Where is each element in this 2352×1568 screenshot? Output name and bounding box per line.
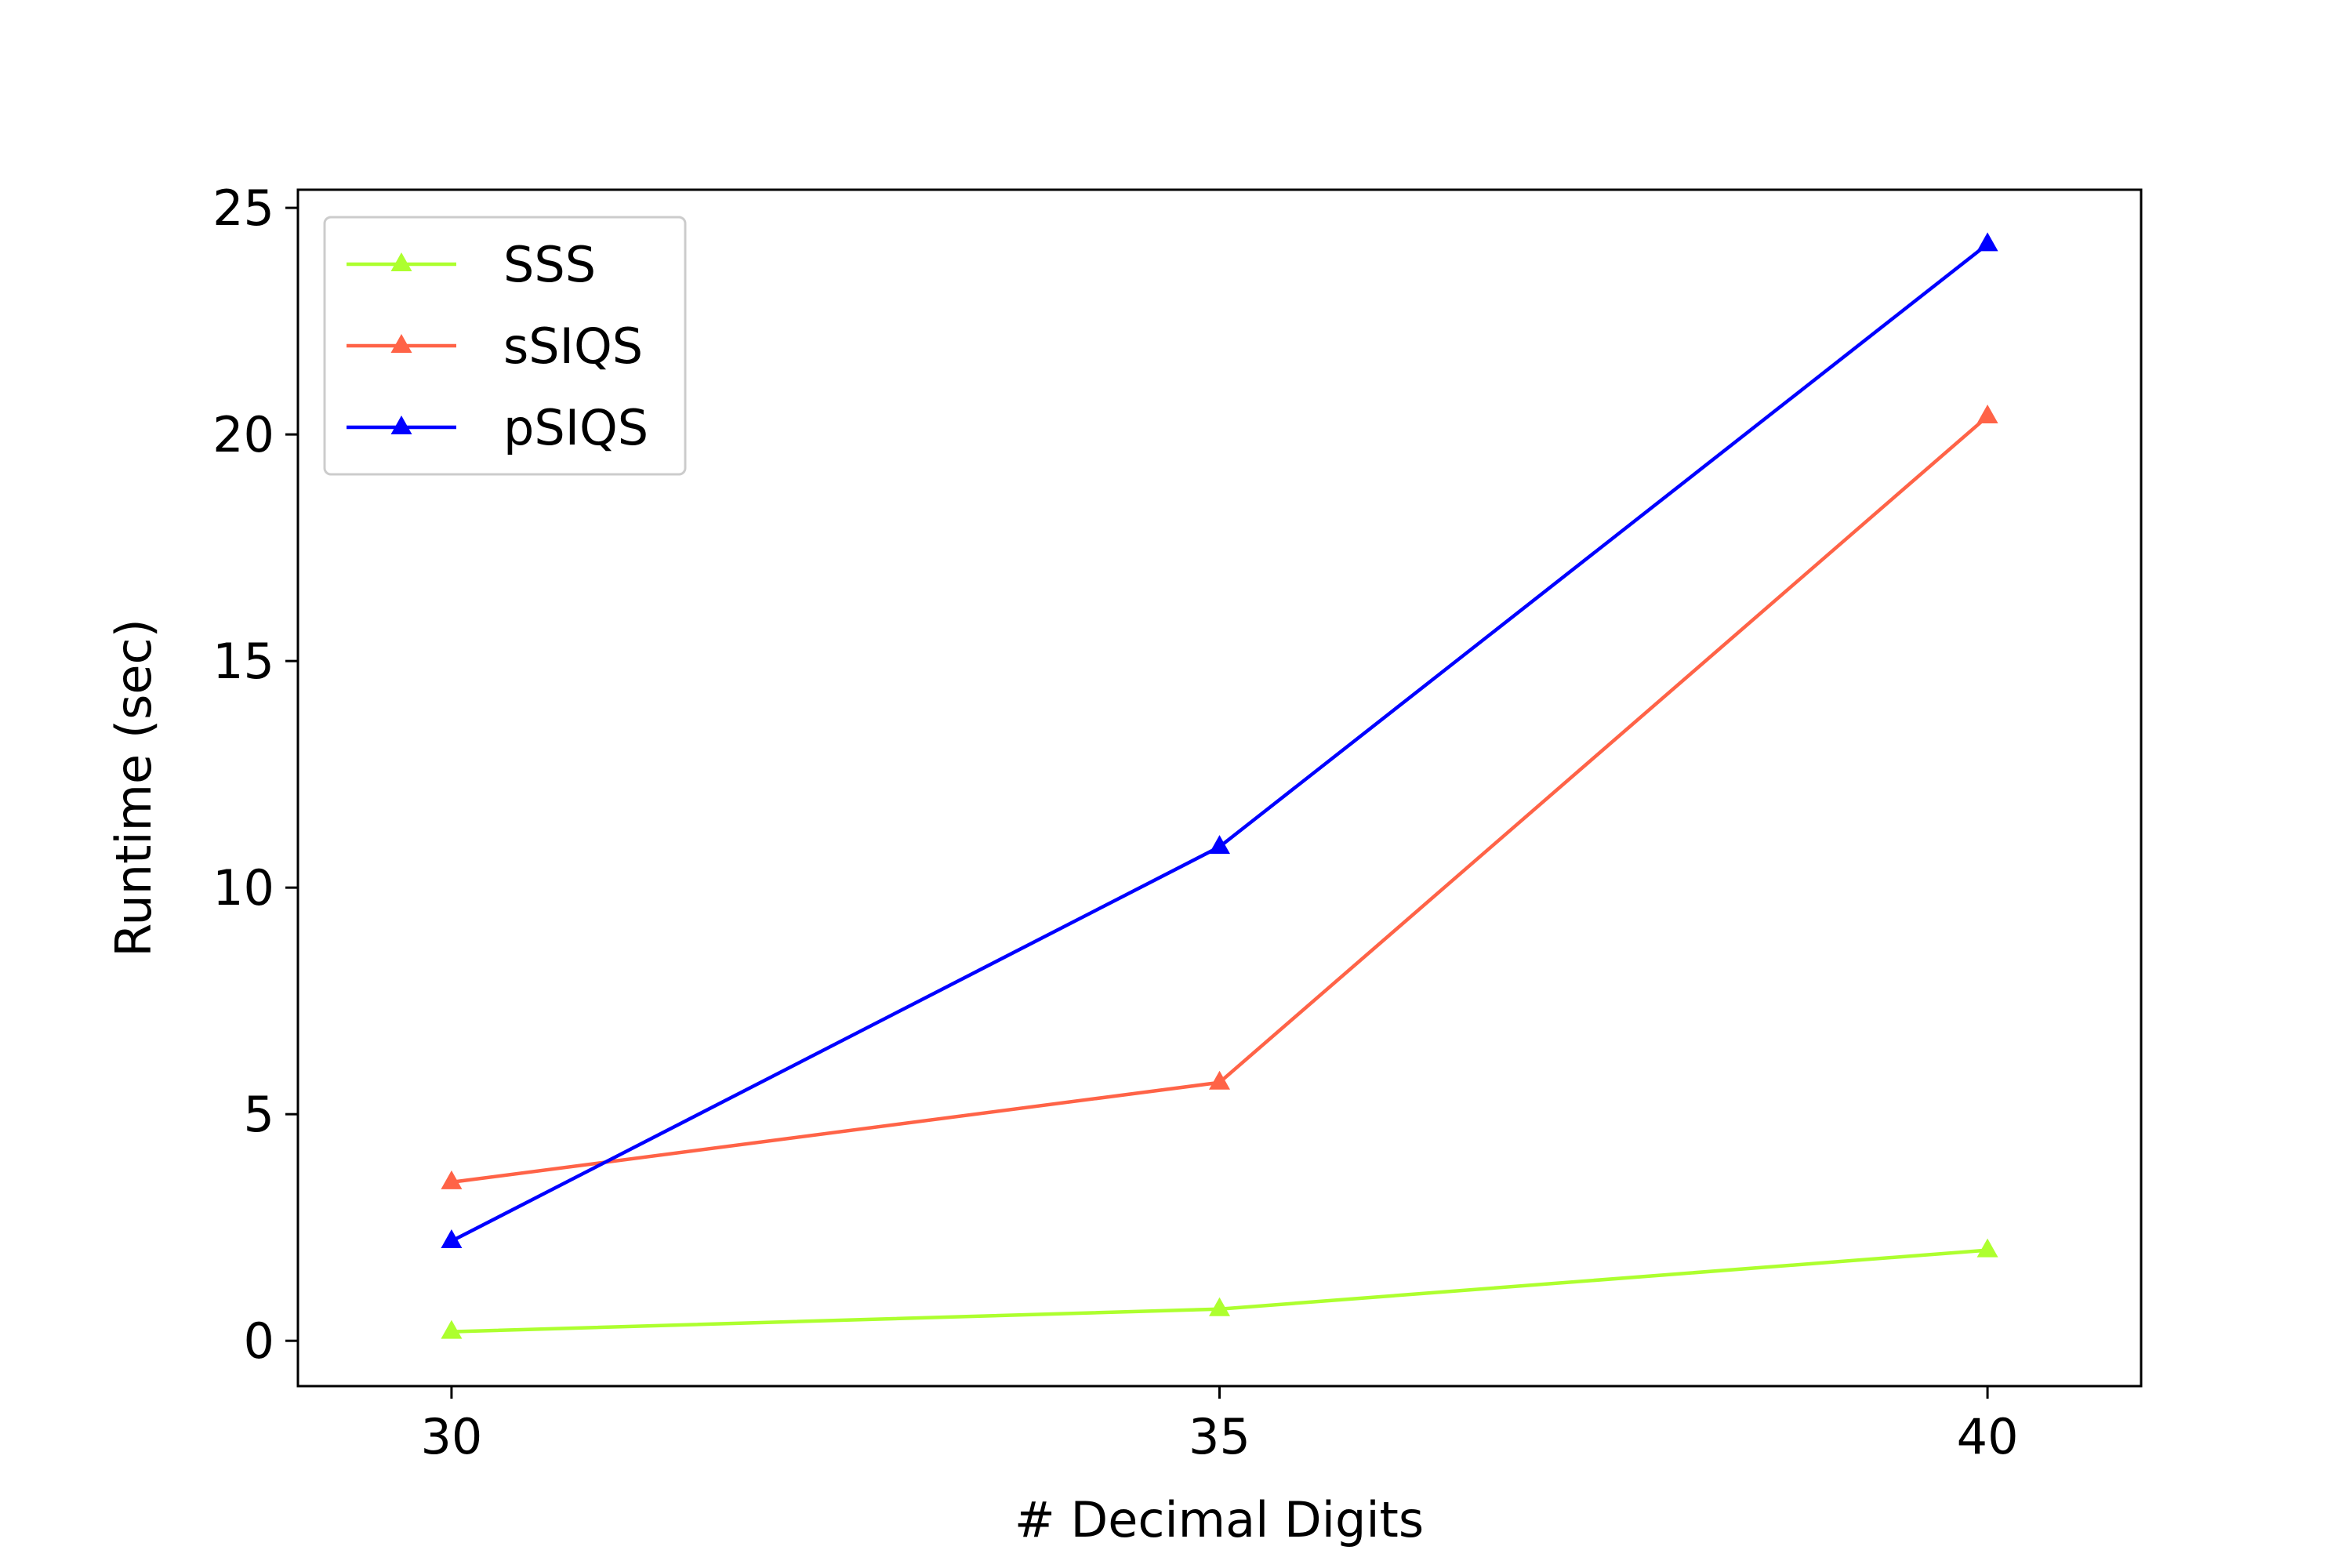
y-axis-label: Runtime (sec): [105, 619, 162, 957]
legend-box: [323, 216, 687, 476]
y-tick-label: 0: [244, 1312, 274, 1370]
series-sss: [441, 1238, 1998, 1339]
series-ssiqs: [441, 405, 1998, 1189]
legend-label: sSIQS: [503, 318, 643, 375]
data-point: [1209, 1297, 1230, 1316]
y-tick-label: 25: [212, 180, 274, 237]
series-layer: [441, 232, 1998, 1339]
legend-marker: [390, 334, 412, 353]
legend-marker: [390, 252, 412, 271]
legend-marker: [390, 416, 412, 434]
legend-label: SSS: [503, 236, 596, 293]
data-point: [1976, 1238, 1998, 1258]
legend-item: sSIQS: [347, 318, 643, 375]
y-tick-label: 10: [212, 859, 274, 916]
y-tick-label: 5: [244, 1086, 274, 1143]
x-tick-label: 35: [1189, 1408, 1250, 1465]
data-point: [1209, 835, 1230, 855]
legend: SSS sSIQS pSIQS: [323, 216, 687, 476]
x-tick-label: 40: [1957, 1408, 2019, 1465]
series-psiqs: [441, 232, 1998, 1249]
legend-item: pSIQS: [347, 399, 648, 456]
data-point: [441, 1319, 463, 1339]
data-point: [1976, 405, 1998, 424]
legend-label: pSIQS: [503, 399, 648, 456]
x-axis: 30 35 40: [420, 1386, 2019, 1465]
data-point: [1209, 1070, 1230, 1090]
data-point: [441, 1229, 463, 1249]
y-tick-label: 20: [212, 406, 274, 463]
legend-item: SSS: [347, 236, 596, 293]
x-tick-label: 30: [420, 1408, 482, 1465]
y-axis: 0 5 10 15 20 25: [212, 180, 298, 1370]
data-point: [1976, 232, 1998, 252]
data-point: [441, 1170, 463, 1189]
y-tick-label: 15: [212, 633, 274, 690]
x-axis-label: # Decimal Digits: [1014, 1491, 1424, 1548]
